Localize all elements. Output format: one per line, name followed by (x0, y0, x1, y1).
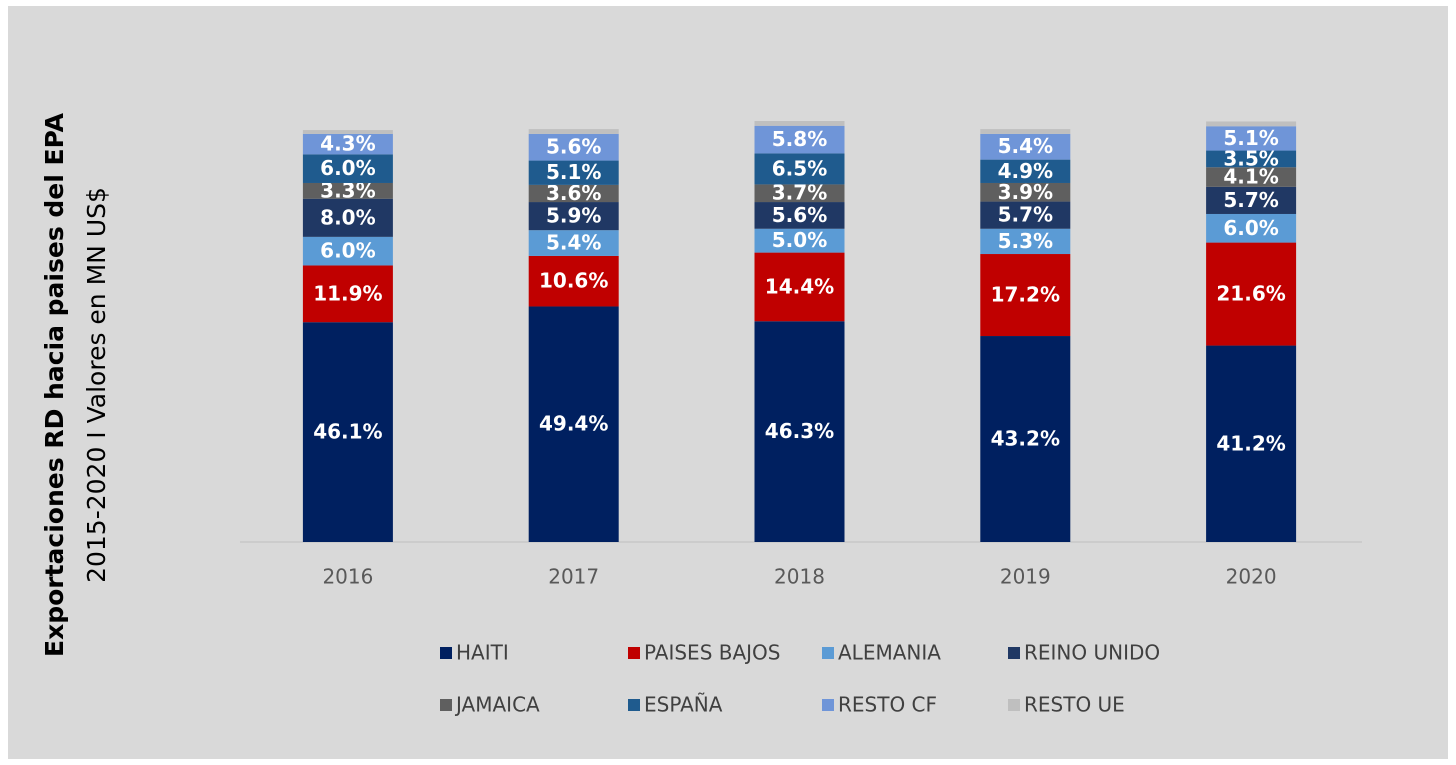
data-label: 21.6% (1216, 282, 1285, 306)
legend-swatch (822, 647, 834, 659)
bar-segment (528, 129, 619, 134)
bar-segment (980, 336, 1071, 542)
data-label: 5.4% (998, 134, 1053, 158)
bar-segment (980, 133, 1071, 160)
legend-label: RESTO UE (1024, 693, 1125, 717)
data-label: 5.7% (998, 203, 1053, 227)
bar-segment (302, 130, 393, 134)
bar-segment (1206, 126, 1297, 151)
legend-swatch (822, 699, 834, 711)
bar-segment (980, 201, 1071, 229)
bar-segment (1206, 167, 1297, 187)
data-label: 6.0% (320, 239, 375, 263)
data-label: 41.2% (1216, 431, 1285, 455)
data-label: 11.9% (313, 281, 382, 305)
bar-segment (980, 129, 1071, 134)
bar-segment (980, 228, 1071, 255)
bar-segment (528, 306, 619, 542)
data-label: 43.2% (991, 427, 1060, 451)
legend-swatch (1008, 699, 1020, 711)
x-tick-label: 2019 (1000, 565, 1051, 589)
bar-segment (302, 265, 393, 323)
bar-segment (1206, 345, 1297, 542)
bar-segment (1206, 242, 1297, 346)
data-label: 46.1% (313, 420, 382, 444)
bar-segment (528, 255, 619, 307)
data-label: 5.3% (998, 229, 1053, 253)
data-label: 3.6% (546, 181, 601, 205)
data-label: 6.5% (772, 156, 827, 180)
data-label: 4.3% (320, 132, 375, 156)
legend-label: ESPAÑA (644, 693, 723, 717)
data-label: 5.8% (772, 127, 827, 151)
data-label: 5.7% (1223, 188, 1278, 212)
legend-label: RESTO CF (838, 693, 937, 717)
bar-segment (302, 198, 393, 237)
data-label: 14.4% (765, 274, 834, 298)
legend-label: REINO UNIDO (1024, 641, 1160, 665)
legend-swatch (628, 647, 640, 659)
legend-label: PAISES BAJOS (644, 641, 780, 665)
legend-swatch (440, 699, 452, 711)
chart-title: Exportaciones RD hacia paises del EPA (40, 112, 69, 657)
bar-segment (1206, 121, 1297, 127)
bar-segment (302, 133, 393, 155)
legend-label: HAITI (456, 641, 509, 665)
bar-segment (754, 121, 845, 126)
data-label: 5.1% (1223, 126, 1278, 150)
bar-segment (302, 182, 393, 199)
bar-segment (1206, 150, 1297, 168)
data-label: 46.3% (765, 419, 834, 443)
bar-segment (754, 153, 845, 185)
bar-segment (980, 159, 1071, 183)
chart-subtitle: 2015-2020 I Valores en MN US$ (82, 187, 111, 583)
data-label: 8.0% (320, 205, 375, 229)
data-label: 49.4% (539, 412, 608, 436)
data-label: 5.4% (546, 231, 601, 255)
data-label: 5.9% (546, 204, 601, 228)
data-label: 4.9% (998, 159, 1053, 183)
legend-swatch (440, 647, 452, 659)
x-tick-label: 2017 (548, 565, 599, 589)
data-label: 5.1% (546, 160, 601, 184)
data-label: 3.7% (772, 181, 827, 205)
bar-segment (302, 236, 393, 266)
bar-segment (754, 321, 845, 542)
x-tick-label: 2018 (774, 565, 825, 589)
bar-segment (1206, 213, 1297, 243)
bar-segment (980, 254, 1071, 337)
bar-segment (754, 184, 845, 203)
bar-segment (754, 202, 845, 229)
x-tick-label: 2016 (322, 565, 373, 589)
bar-segment (980, 182, 1071, 202)
bar-segment (528, 133, 619, 161)
bar-segment (754, 228, 845, 253)
legend-label: JAMAICA (454, 693, 540, 717)
legend-swatch (1008, 647, 1020, 659)
legend-swatch (628, 699, 640, 711)
data-label: 5.6% (546, 135, 601, 159)
data-label: 5.0% (772, 228, 827, 252)
bar-segment (528, 160, 619, 185)
bar-segment (754, 252, 845, 322)
bar-segment (302, 322, 393, 542)
bar-segment (528, 230, 619, 256)
data-label: 6.0% (1223, 216, 1278, 240)
data-label: 3.9% (998, 180, 1053, 204)
data-label: 5.6% (772, 203, 827, 227)
bar-segment (302, 154, 393, 183)
bar-segment (754, 125, 845, 154)
legend-label: ALEMANIA (838, 641, 941, 665)
x-tick-label: 2020 (1226, 565, 1277, 589)
bar-segment (528, 202, 619, 231)
bar-segment (1206, 186, 1297, 214)
data-label: 4.1% (1223, 165, 1278, 189)
data-label: 6.0% (320, 156, 375, 180)
data-label: 10.6% (539, 269, 608, 293)
data-label: 17.2% (991, 283, 1060, 307)
bar-segment (528, 184, 619, 203)
